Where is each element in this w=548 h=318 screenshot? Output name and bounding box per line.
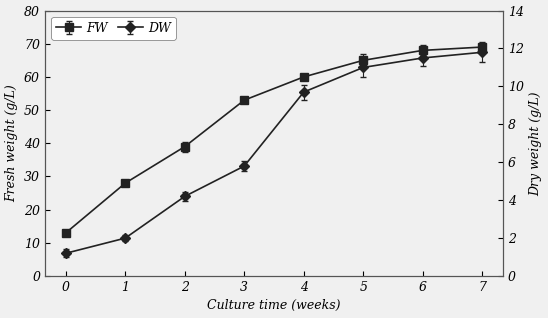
Y-axis label: Fresh weight (g/L): Fresh weight (g/L) xyxy=(5,84,19,202)
Legend: FW, DW: FW, DW xyxy=(51,17,175,40)
X-axis label: Culture time (weeks): Culture time (weeks) xyxy=(207,300,341,313)
Y-axis label: Dry weight (g/L): Dry weight (g/L) xyxy=(529,91,543,196)
